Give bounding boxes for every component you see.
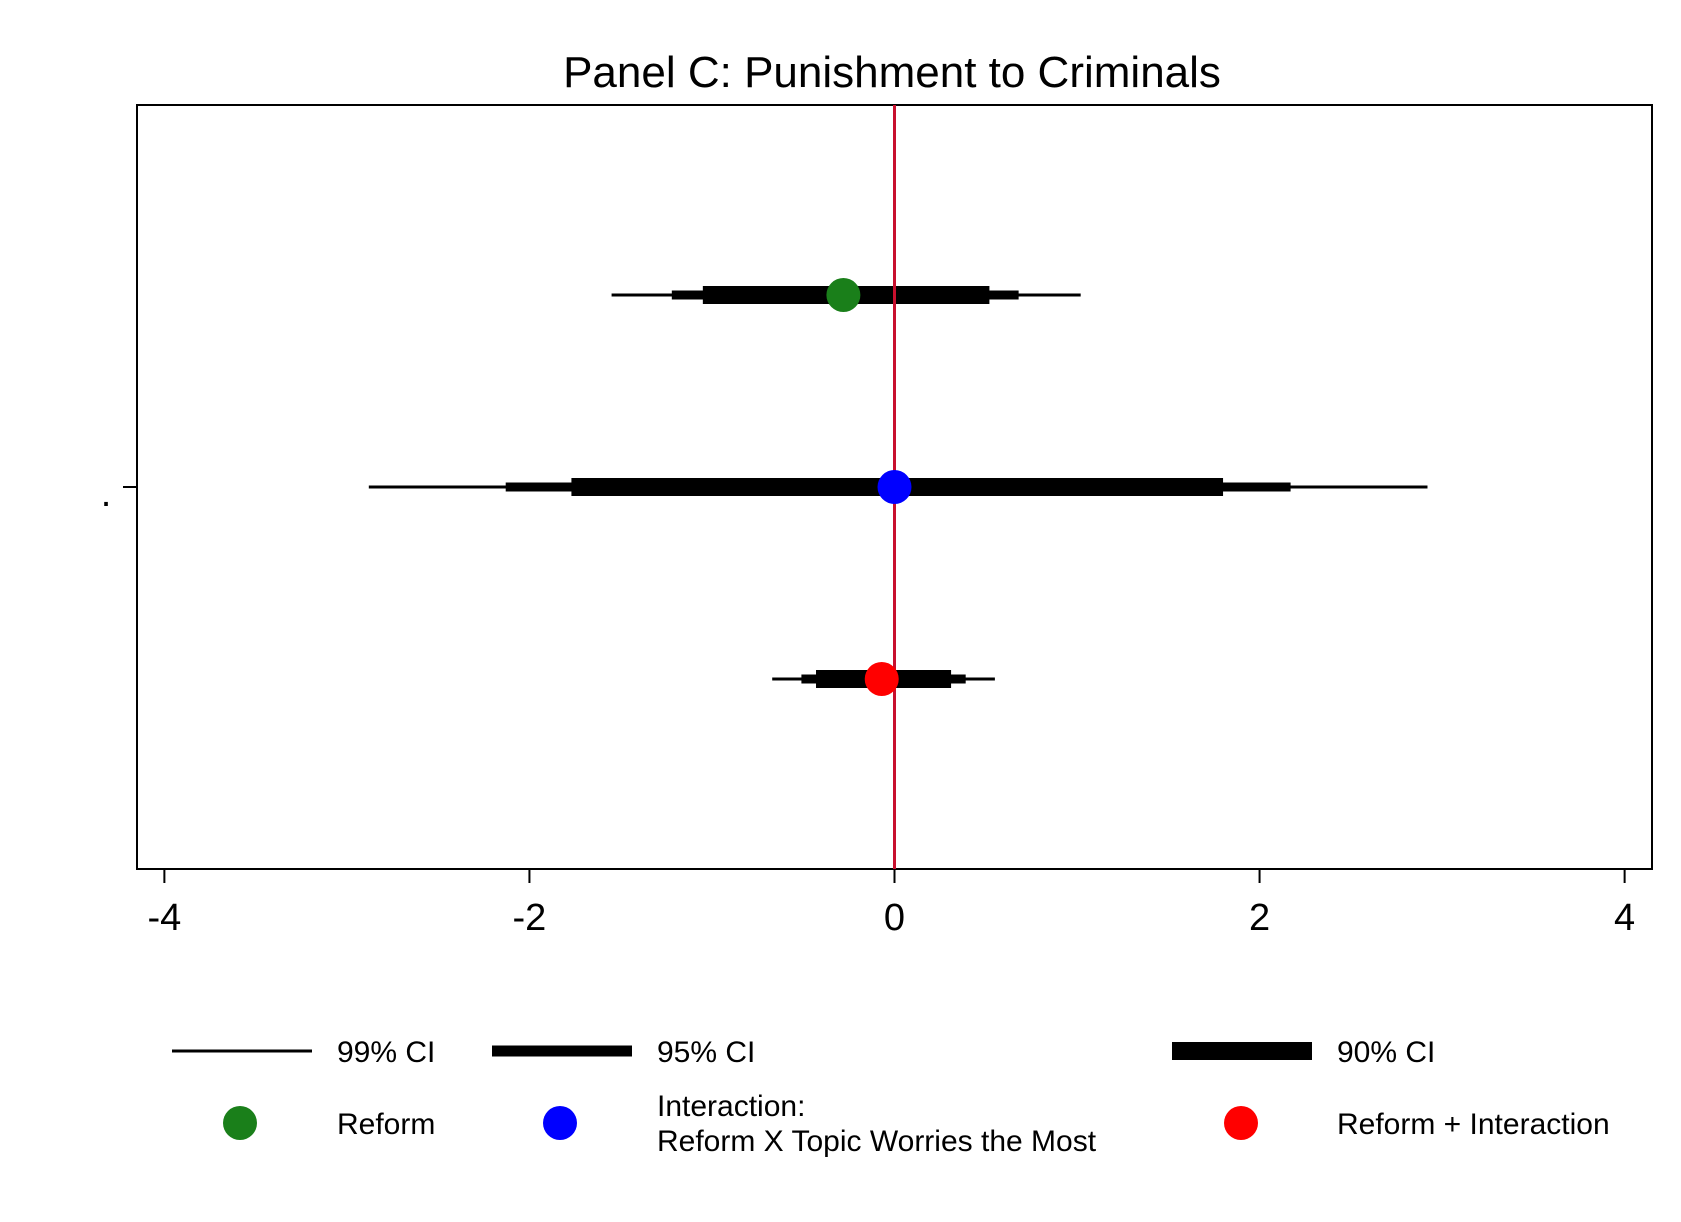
legend-reform-marker [223,1106,257,1140]
y-tick-label: . [101,473,112,515]
x-tick-label: -4 [147,897,181,939]
legend-ci90-label: 90% CI [1337,1036,1435,1069]
legend: 99% CI 95% CI 90% CIReformInteraction:Refo… [172,1036,1610,1158]
x-tick-label: -2 [513,897,547,939]
plot-marks [368,105,1428,869]
x-axis: . -4 -2 0 2 4 [101,473,1635,939]
legend-ci95-label: 95% CI [657,1036,755,1069]
legend-interaction-label-line1: Interaction: [657,1090,805,1123]
x-tick-label: 0 [884,897,905,939]
legend-interaction-label-line2: Reform X Topic Worries the Most [657,1125,1097,1158]
x-tick-label: 4 [1614,897,1635,939]
legend-ci99-label: 99% CI [337,1036,435,1069]
legend-reform-plus-interaction-marker [1224,1106,1258,1140]
chart-title: Panel C: Punishment to Criminals [563,48,1221,97]
legend-interaction-marker [543,1106,577,1140]
series-2-point-estimate [877,470,912,504]
series-1-point-estimate [826,278,861,312]
legend-reform-label: Reform [337,1108,435,1141]
x-tick-label: 2 [1249,897,1270,939]
series-3-point-estimate [864,662,899,696]
legend-reform-plus-interaction-label: Reform + Interaction [1337,1108,1610,1141]
